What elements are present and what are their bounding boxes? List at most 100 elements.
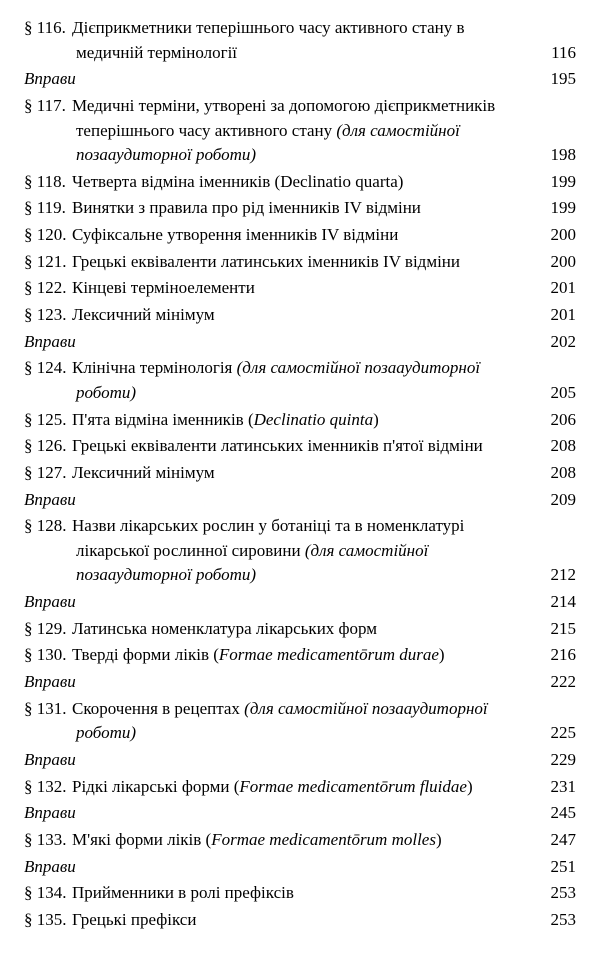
toc-section-row: § 132.Рідкі лікарські форми (Formae medi… [24,775,576,800]
toc-page-number: 229 [524,748,576,773]
toc-section-number: § 124. [24,356,72,381]
toc-page-number: 116 [524,41,576,66]
toc-section-row: § 117.Медичні терміни, утворені за допом… [24,94,576,168]
toc-section-text: Четверта відміна іменників (Declinatio q… [72,172,403,191]
toc-page-number: 225 [524,721,576,746]
toc-label: Вправи [24,801,524,826]
toc-label: § 130.Тверді форми ліків (Formae medicam… [24,643,524,668]
toc-section-row: § 116.Дієприкметники теперішнього часу а… [24,16,576,65]
toc-exercises-label: Вправи [24,857,76,876]
toc-label: § 129.Латинська номенклатура лікарських … [24,617,524,642]
toc-section-row: § 128.Назви лікарських рослин у ботаніці… [24,514,576,588]
toc-label: § 122.Кінцеві терміноелементи [24,276,524,301]
toc-section-text: Тверді форми ліків (Formae medicamentōru… [72,645,445,664]
toc-section-text: Винятки з правила про рід іменників IV в… [72,198,421,217]
toc-section-row: § 126.Грецькі еквіваленти латинських іме… [24,434,576,459]
toc-page-number: 247 [524,828,576,853]
toc-section-row: § 125.П'ята відміна іменників (Declinati… [24,408,576,433]
toc-section-text: П'ята відміна іменників (Declinatio quin… [72,410,379,429]
toc-section-text: М'які форми ліків (Formae medicamentōrum… [72,830,442,849]
toc-section-row: § 130.Тверді форми ліків (Formae medicam… [24,643,576,668]
toc-page-number: 251 [524,855,576,880]
toc-section-row: § 135.Грецькі префікси253 [24,908,576,933]
toc-page-number: 200 [524,250,576,275]
toc-section-number: § 127. [24,461,72,486]
toc-exercises-label: Вправи [24,332,76,351]
toc-page-number: 201 [524,303,576,328]
toc-label: § 125.П'ята відміна іменників (Declinati… [24,408,524,433]
toc-section-number: § 121. [24,250,72,275]
toc-page-number: 253 [524,881,576,906]
toc-label: § 117.Медичні терміни, утворені за допом… [24,94,524,168]
toc-section-row: § 131.Скорочення в рецептах (для самості… [24,697,576,746]
toc-section-number: § 117. [24,94,72,119]
toc-label: Вправи [24,488,524,513]
toc-section-row: § 134.Прийменники в ролі префіксів253 [24,881,576,906]
toc-section-row: § 133.М'які форми ліків (Formae medicame… [24,828,576,853]
toc-label: § 134.Прийменники в ролі префіксів [24,881,524,906]
toc-exercises-label: Вправи [24,490,76,509]
toc-page-number: 195 [524,67,576,92]
toc-page-number: 198 [524,143,576,168]
toc-label: § 120.Суфіксальне утворення іменників IV… [24,223,524,248]
toc-section-number: § 126. [24,434,72,459]
toc-section-row: § 122.Кінцеві терміноелементи201 [24,276,576,301]
toc-label: § 116.Дієприкметники теперішнього часу а… [24,16,524,65]
toc-label: § 132.Рідкі лікарські форми (Formae medi… [24,775,524,800]
toc-exercises-row: Вправи 202 [24,330,576,355]
toc-page-number: 253 [524,908,576,933]
toc-exercises-label: Вправи [24,750,76,769]
toc-section-text: Лексичний мінімум [72,463,215,482]
toc-page-number: 214 [524,590,576,615]
toc-section-text: Клінічна термінологія (для самостійної п… [72,358,480,377]
toc-section-row: § 129.Латинська номенклатура лікарських … [24,617,576,642]
toc-page-number: 200 [524,223,576,248]
toc-exercises-row: Вправи209 [24,488,576,513]
toc-section-number: § 118. [24,170,72,195]
toc-section-number: § 133. [24,828,72,853]
toc-section-row: § 119.Винятки з правила про рід іменникі… [24,196,576,221]
toc-section-text-cont: лікарської рослинної сировини (для самос… [24,539,524,564]
toc-section-text: Кінцеві терміноелементи [72,278,255,297]
toc-section-row: § 127.Лексичний мінімум208 [24,461,576,486]
toc-label: § 128.Назви лікарських рослин у ботаніці… [24,514,524,588]
toc-exercises-row: Вправи 229 [24,748,576,773]
toc-exercises-row: Вправи195 [24,67,576,92]
toc-section-row: § 121.Грецькі еквіваленти латинських іме… [24,250,576,275]
toc-exercises-label: Вправи [24,592,76,611]
toc-section-text-cont: роботи) [24,721,524,746]
toc-section-text: Грецькі префікси [72,910,196,929]
toc-page-number: 201 [524,276,576,301]
toc-section-text-cont: роботи) [24,381,524,406]
toc-section-number: § 123. [24,303,72,328]
toc-label: § 126.Грецькі еквіваленти латинських іме… [24,434,524,459]
toc-page-number: 202 [524,330,576,355]
toc-section-text-cont: теперішнього часу активного стану (для с… [24,119,524,144]
toc-page-number: 199 [524,170,576,195]
toc-section-text: Прийменники в ролі префіксів [72,883,294,902]
toc-section-number: § 129. [24,617,72,642]
toc-section-number: § 120. [24,223,72,248]
toc-page-number: 231 [524,775,576,800]
toc-page-number: 216 [524,643,576,668]
toc-exercises-label: Вправи [24,672,76,691]
toc-label: § 124.Клінічна термінологія (для самості… [24,356,524,405]
toc-page: § 116.Дієприкметники теперішнього часу а… [0,0,600,954]
toc-label: Вправи [24,330,524,355]
toc-section-text: Медичні терміни, утворені за допомогою д… [72,96,495,115]
toc-section-number: § 122. [24,276,72,301]
toc-label: § 131.Скорочення в рецептах (для самості… [24,697,524,746]
toc-exercises-label: Вправи [24,803,76,822]
toc-section-row: § 123.Лексичний мінімум201 [24,303,576,328]
toc-exercises-row: Вправи 214 [24,590,576,615]
toc-section-text-cont: позааудиторної роботи) [24,143,524,168]
toc-label: § 127.Лексичний мінімум [24,461,524,486]
toc-section-number: § 135. [24,908,72,933]
toc-page-number: 222 [524,670,576,695]
toc-section-text-cont: позааудиторної роботи) [24,563,524,588]
toc-label: § 133.М'які форми ліків (Formae medicame… [24,828,524,853]
toc-section-text: Латинська номенклатура лікарських форм [72,619,377,638]
toc-page-number: 199 [524,196,576,221]
toc-exercises-row: Вправи245 [24,801,576,826]
toc-label: § 135.Грецькі префікси [24,908,524,933]
